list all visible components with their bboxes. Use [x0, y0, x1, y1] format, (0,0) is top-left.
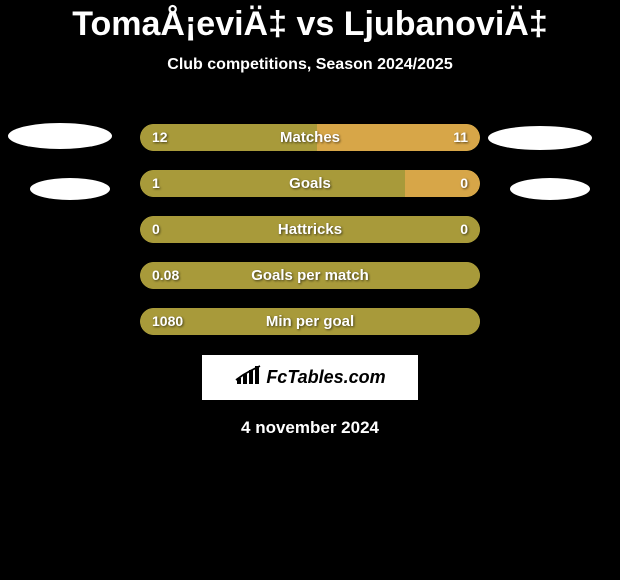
stat-label: Goals per match — [140, 262, 480, 289]
stat-label: Min per goal — [140, 308, 480, 335]
stat-bar: 12Matches11 — [140, 124, 480, 151]
logo-text: FcTables.com — [266, 367, 385, 388]
stat-right-value: 0 — [460, 216, 468, 243]
stat-bar: 0.08Goals per match — [140, 262, 480, 289]
page-title: TomaÅ¡eviÄ‡ vs LjubanoviÄ‡ — [0, 0, 620, 44]
stat-label: Matches — [140, 124, 480, 151]
logo-box: FcTables.com — [202, 355, 418, 400]
decorative-ellipse — [8, 123, 112, 149]
decorative-ellipse — [510, 178, 590, 200]
subtitle: Club competitions, Season 2024/2025 — [0, 56, 620, 74]
decorative-ellipse — [30, 178, 110, 200]
date-text: 4 november 2024 — [0, 418, 620, 438]
comparison-bars: 12Matches111Goals00Hattricks00.08Goals p… — [140, 124, 480, 335]
stat-label: Goals — [140, 170, 480, 197]
stat-right-value: 11 — [453, 124, 468, 151]
decorative-ellipse — [488, 126, 592, 150]
stat-bar: 1080Min per goal — [140, 308, 480, 335]
stat-right-value: 0 — [460, 170, 468, 197]
stat-bar: 1Goals0 — [140, 170, 480, 197]
stat-label: Hattricks — [140, 216, 480, 243]
stat-bar: 0Hattricks0 — [140, 216, 480, 243]
bar-chart-icon — [234, 364, 262, 391]
